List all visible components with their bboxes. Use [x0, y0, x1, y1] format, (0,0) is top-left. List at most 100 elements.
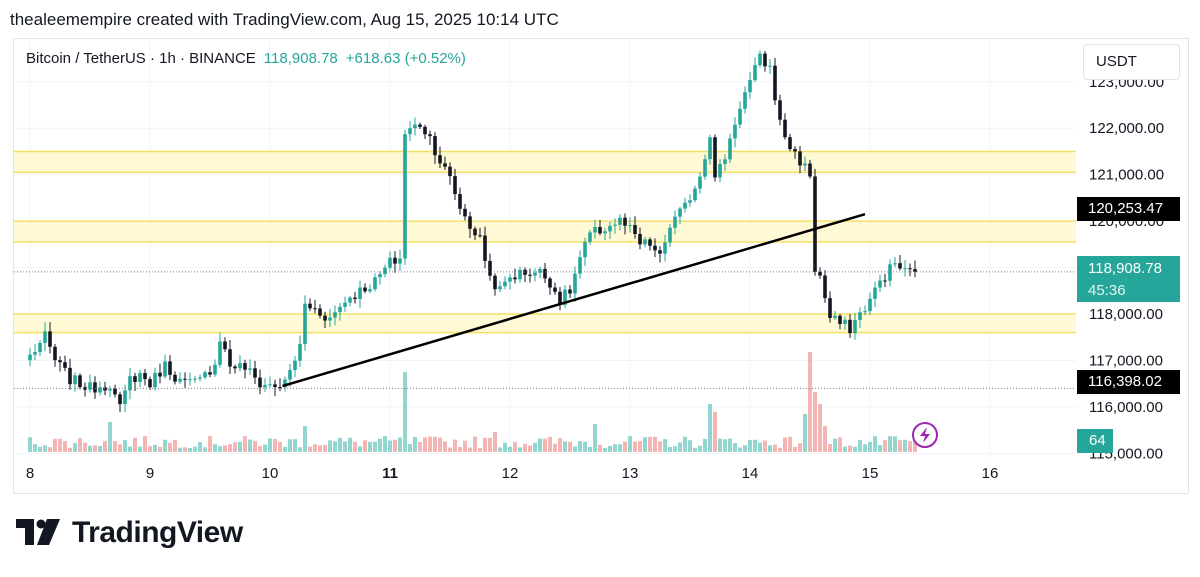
- currency-button[interactable]: USDT: [1083, 44, 1180, 80]
- candle-body: [348, 297, 352, 303]
- candle-body: [818, 271, 822, 276]
- candle-body: [468, 216, 472, 229]
- volume-bar: [123, 440, 127, 452]
- lightning-icon: [912, 422, 938, 448]
- symbol-legend[interactable]: Bitcoin / TetherUS · 1h · BINANCE 118,90…: [26, 50, 466, 67]
- volume-bar: [218, 446, 222, 452]
- candle-body: [78, 375, 82, 388]
- volume-bar: [428, 436, 432, 452]
- volume-bar: [868, 441, 872, 452]
- volume-bar: [823, 426, 827, 452]
- volume-bar: [78, 438, 82, 452]
- candle-body: [323, 315, 327, 321]
- volume-bar: [293, 439, 297, 452]
- candle-body: [813, 176, 817, 272]
- volume-bar: [208, 436, 212, 452]
- candle-body: [138, 372, 142, 382]
- volume-bar: [668, 446, 672, 452]
- candle-body: [108, 388, 112, 391]
- volume-bar: [873, 436, 877, 452]
- candle-body: [123, 390, 127, 405]
- symbol-name[interactable]: Bitcoin / TetherUS · 1h · BINANCE: [26, 50, 256, 67]
- volume-bar: [708, 404, 712, 452]
- candle-body: [593, 227, 597, 233]
- volume-bar: [563, 441, 567, 452]
- legend-price-change: +618.63 (+0.52%): [345, 50, 466, 67]
- volume-bar: [373, 441, 377, 452]
- volume-bar: [113, 441, 117, 452]
- volume-bar: [513, 441, 517, 452]
- volume-bar: [413, 436, 417, 452]
- volume-bar: [368, 441, 372, 452]
- candle-body: [498, 286, 502, 290]
- candle-body: [583, 241, 587, 258]
- price-tags: [912, 422, 938, 448]
- volume-bar: [38, 446, 42, 452]
- bar-countdown: 45:36: [1088, 282, 1126, 299]
- volume-bar: [453, 439, 457, 452]
- candle-body: [163, 361, 167, 377]
- candle-body: [228, 349, 232, 367]
- candle-body: [503, 281, 507, 287]
- volume-bar: [93, 445, 97, 452]
- volume-bar: [193, 446, 197, 452]
- candle-body: [783, 119, 787, 138]
- chart-pane[interactable]: [13, 38, 1189, 494]
- candle-body: [893, 263, 897, 265]
- candle-body: [603, 231, 607, 234]
- candle-body: [608, 225, 612, 232]
- volume-bar: [438, 437, 442, 452]
- volume-bar: [493, 432, 497, 452]
- time-axis-label: 13: [622, 465, 639, 482]
- volume-bar: [848, 445, 852, 452]
- candle-body: [103, 387, 107, 391]
- candle-body: [428, 134, 432, 137]
- volume-bar: [188, 447, 192, 452]
- volume-bar: [658, 441, 662, 452]
- tradingview-logo[interactable]: TradingView: [16, 516, 243, 550]
- volume-bar: [613, 444, 617, 452]
- candle-body: [643, 239, 647, 245]
- volume-bar: [673, 446, 677, 452]
- candle-body: [308, 303, 312, 309]
- time-axis-label: 12: [502, 465, 519, 482]
- volume-bar: [903, 439, 907, 452]
- candle-body: [238, 363, 242, 369]
- time-axis-label: 14: [742, 465, 759, 482]
- zone-fill: [14, 221, 1076, 243]
- candle-body: [853, 319, 857, 334]
- time-axis-label: 16: [982, 465, 999, 482]
- volume-bar: [248, 439, 252, 452]
- volume-bar: [523, 443, 527, 452]
- volume-bar: [768, 445, 772, 452]
- volume-bar: [498, 447, 502, 452]
- candle-body: [418, 124, 422, 127]
- volume-bar: [843, 446, 847, 452]
- volume-bar: [553, 443, 557, 452]
- volume-bar: [183, 447, 187, 452]
- volume-bar: [753, 439, 757, 452]
- candle-body: [473, 228, 477, 236]
- candle-body: [908, 268, 912, 270]
- candle-body: [333, 312, 337, 318]
- candle-body: [453, 176, 457, 195]
- candle-body: [868, 298, 872, 312]
- candle-body: [483, 235, 487, 261]
- candle-body: [233, 366, 237, 369]
- volume-bar: [773, 444, 777, 452]
- price-axis-label: 117,000.00: [1089, 352, 1163, 369]
- volume-bar: [343, 441, 347, 452]
- candle-body: [763, 53, 767, 67]
- volume-bar: [648, 436, 652, 452]
- volume-bar: [263, 444, 267, 452]
- volume-bar: [403, 372, 407, 452]
- volume-bar: [133, 437, 137, 452]
- volume-bar: [433, 436, 437, 452]
- candle-body: [143, 372, 147, 380]
- volume-bar: [703, 438, 707, 452]
- candle-body: [338, 306, 342, 313]
- trendline-layer: [282, 212, 866, 388]
- volume-bar: [388, 440, 392, 452]
- candle-body: [268, 384, 272, 386]
